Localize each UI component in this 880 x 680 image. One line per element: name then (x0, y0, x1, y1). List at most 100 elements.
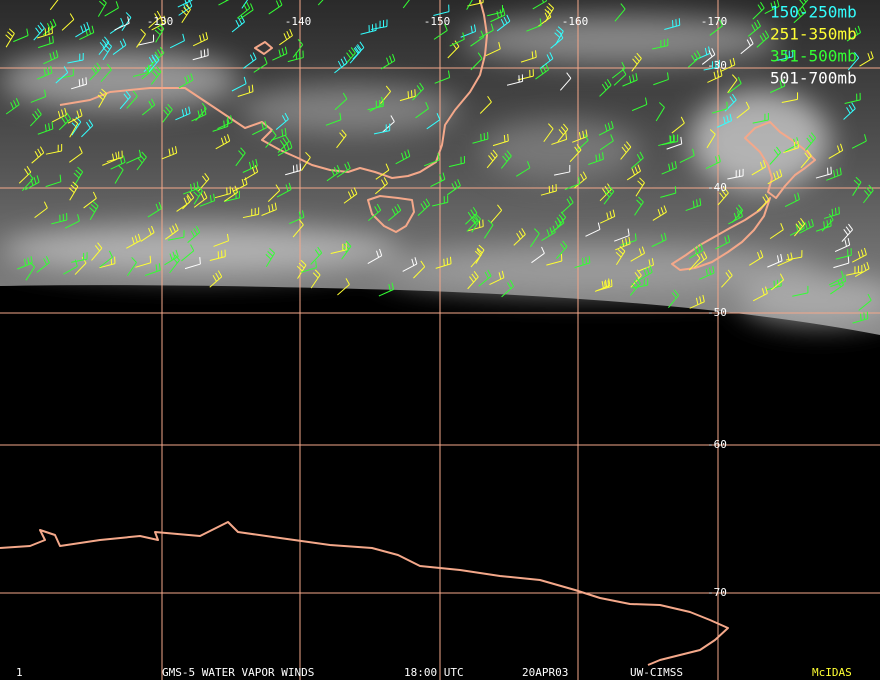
wind-barb (68, 181, 79, 201)
wind-barb (242, 158, 258, 173)
barb-staff (112, 44, 127, 55)
wind-barb (150, 66, 162, 85)
barb-flag (621, 61, 626, 69)
latitude-label: -50 (707, 306, 727, 319)
barb-flag (30, 178, 34, 186)
barb-flag (354, 46, 360, 53)
wind-barb (736, 101, 750, 119)
barb-flag (760, 1, 765, 9)
wind-barb (550, 31, 564, 49)
barb-staff (119, 96, 131, 110)
barb-staff (594, 284, 611, 292)
barb-flag (705, 268, 709, 276)
wind-barb (572, 129, 588, 143)
barb-staff (242, 58, 257, 69)
barb-flag (127, 16, 130, 24)
barb-flag (138, 149, 142, 157)
barb-flag (868, 184, 874, 191)
barb-flag (376, 250, 380, 258)
wind-barb (541, 225, 556, 242)
barb-staff (655, 107, 665, 122)
barb-staff (337, 284, 350, 296)
barb-flag (449, 256, 452, 264)
barb-staff (71, 258, 88, 263)
wind-barb (432, 195, 449, 207)
barb-flag (621, 239, 625, 247)
barb-staff (43, 56, 59, 65)
barb-flag (535, 50, 537, 58)
wind-barb (239, 3, 254, 20)
barb-flag (132, 90, 138, 97)
barb-flag (735, 207, 741, 214)
barb-flag (230, 115, 233, 123)
barb-staff (326, 171, 341, 182)
wind-barb (89, 200, 99, 221)
wind-barb (415, 101, 429, 119)
barb-flag (569, 196, 574, 203)
barb-flag (72, 118, 79, 124)
barb-staff (292, 224, 304, 238)
barb-flag (660, 207, 664, 215)
barb-flag (314, 249, 320, 256)
barb-flag (521, 228, 526, 235)
barb-flag (212, 275, 217, 282)
wind-barb (551, 132, 568, 145)
barb-staff (223, 197, 240, 202)
wind-barb (343, 187, 358, 204)
wind-barb (141, 98, 156, 116)
barb-staff (846, 32, 861, 42)
barb-flag (264, 56, 268, 64)
barb-flag (797, 192, 800, 200)
barb-flag (345, 278, 350, 285)
barb-flag (213, 193, 216, 201)
barb-flag (833, 170, 836, 178)
barb-flag (119, 40, 124, 48)
barb-flag (671, 292, 677, 299)
barb-flag (473, 24, 477, 32)
wind-barb (777, 252, 793, 267)
wind-barb (69, 146, 83, 163)
barb-flag (284, 112, 289, 120)
wind-barb (651, 232, 667, 248)
barb-staff (727, 79, 738, 94)
barb-flag (159, 46, 165, 54)
barb-flag (8, 28, 15, 34)
barb-staff (49, 0, 59, 11)
wind-barb (638, 258, 654, 272)
barb-flag (764, 194, 770, 201)
barb-flag (254, 165, 259, 173)
wind-barb (165, 223, 179, 240)
barb-staff (165, 229, 179, 240)
barb-flag (224, 135, 228, 143)
barb-flag (762, 160, 767, 168)
wind-barb (300, 260, 317, 273)
wind-barb (706, 129, 716, 149)
barb-flag (407, 91, 410, 99)
barb-flag (46, 67, 50, 75)
barb-flag (154, 13, 159, 20)
barb-flag (757, 251, 761, 259)
barb-staff (89, 205, 99, 221)
barb-staff (69, 152, 83, 163)
barb-flag (125, 12, 132, 18)
barb-staff (175, 112, 191, 121)
barb-flag (269, 247, 275, 254)
barb-flag (864, 134, 867, 142)
barb-flag (836, 168, 839, 176)
barb-staff (83, 197, 97, 209)
barb-flag (317, 246, 323, 254)
barb-staff (751, 166, 766, 176)
barb-flag (700, 243, 704, 251)
kangaroo-island (254, 41, 273, 55)
wind-barb (564, 176, 581, 191)
barb-flag (692, 148, 695, 156)
barb-staff (69, 186, 79, 201)
barb-staff (769, 152, 781, 165)
barb-staff (828, 150, 843, 159)
barb-flag (628, 236, 631, 244)
barb-flag (496, 11, 500, 19)
legend-entry: 150-250mb (770, 3, 857, 22)
barb-flag (639, 177, 645, 184)
barb-flag (716, 70, 720, 78)
barb-flag (261, 122, 264, 130)
